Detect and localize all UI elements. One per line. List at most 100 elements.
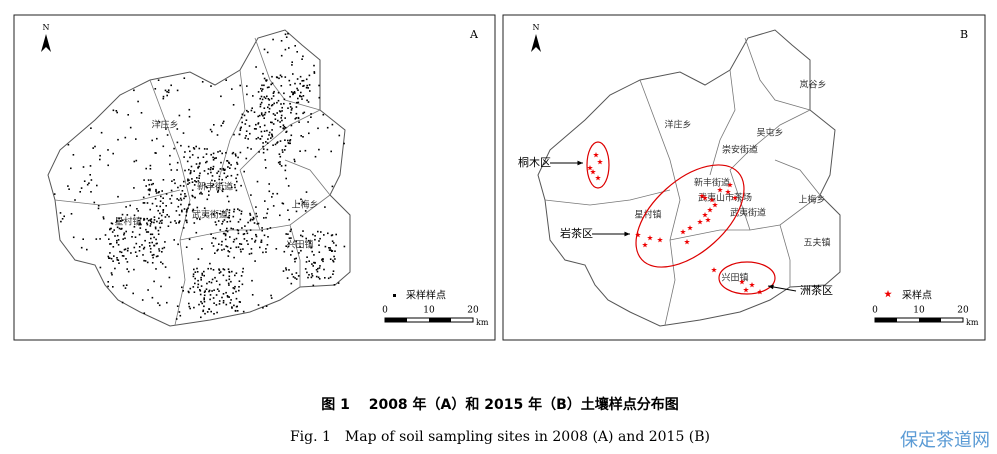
sample-dot — [270, 121, 272, 124]
sample-dot — [251, 107, 253, 109]
place-label: 星村镇 — [114, 216, 141, 228]
sample-dot — [228, 214, 231, 217]
sample-dot — [192, 273, 195, 275]
sample-dot — [226, 230, 229, 233]
sample-dot — [200, 191, 202, 194]
sample-dot — [158, 304, 161, 307]
sample-dot — [255, 123, 257, 126]
sample-dot — [301, 80, 303, 82]
sample-dot — [324, 277, 326, 279]
sample-dot — [144, 239, 146, 242]
sample-dot — [205, 288, 208, 290]
sample-dot — [112, 152, 114, 155]
sample-dot — [233, 208, 236, 211]
sample-dot — [225, 245, 227, 247]
sample-dot — [298, 252, 300, 254]
sample-dot — [165, 193, 168, 195]
sample-dot — [124, 237, 126, 240]
sample-dot — [213, 313, 215, 315]
sample-dot — [275, 248, 278, 250]
sample-dot — [260, 130, 263, 133]
sample-dot — [107, 281, 109, 283]
sample-dot — [276, 76, 279, 79]
sample-dot — [194, 180, 196, 182]
sample-dot — [274, 114, 276, 116]
sample-dot — [133, 246, 136, 249]
sample-dot — [261, 90, 263, 92]
sample-dot — [305, 191, 308, 193]
sample-dot — [117, 138, 119, 141]
sample-dot — [233, 256, 235, 259]
sample-dot — [148, 183, 151, 186]
sample-dot — [308, 84, 311, 86]
sample-dot — [145, 185, 147, 187]
sample-dot — [145, 231, 148, 233]
sample-dot — [225, 176, 227, 179]
sample-dot — [155, 255, 158, 258]
sample-dot — [285, 233, 287, 235]
sample-dot — [295, 278, 298, 280]
sample-dot — [217, 248, 219, 251]
sample-dot — [232, 287, 235, 289]
sample-dot — [295, 272, 298, 274]
sample-dot — [180, 199, 183, 201]
sample-dot — [281, 202, 284, 204]
sample-dot — [236, 310, 239, 312]
sample-dot — [197, 166, 199, 169]
sample-dot — [280, 54, 283, 57]
sample-dot — [203, 170, 206, 172]
annotation: 岩茶区 — [560, 226, 593, 240]
sample-dot — [192, 147, 195, 149]
boundary — [729, 109, 811, 171]
sample-dot — [143, 259, 145, 262]
sample-dot — [68, 188, 70, 190]
sample-dot — [157, 191, 160, 194]
sample-dot — [185, 219, 188, 222]
sample-dot — [192, 208, 195, 211]
sample-dot — [153, 219, 156, 221]
sample-dot — [144, 260, 147, 262]
sample-dot — [218, 300, 221, 302]
sample-dot — [273, 90, 275, 93]
sample-dot — [207, 267, 209, 270]
sample-dot — [60, 220, 62, 223]
sample-dot — [191, 178, 193, 180]
sample-dot — [97, 207, 100, 210]
sample-star — [707, 207, 713, 213]
sample-dot — [216, 172, 218, 174]
sample-dot — [110, 257, 113, 260]
sample-dot — [228, 209, 231, 211]
sample-dot — [147, 219, 150, 222]
sample-dot — [173, 239, 175, 241]
sample-dot — [175, 222, 177, 224]
sample-dot — [295, 210, 298, 213]
sample-dot — [188, 115, 191, 118]
sample-dot — [177, 186, 179, 189]
sample-dot — [310, 276, 313, 279]
sample-dot — [228, 251, 231, 253]
annotation: 桐木区 — [518, 155, 551, 169]
sample-dot — [211, 179, 213, 182]
sample-dot — [175, 210, 178, 212]
sample-dot — [179, 197, 182, 200]
sample-dot — [178, 214, 181, 216]
sample-dot — [264, 97, 267, 100]
sample-dot — [272, 192, 274, 195]
sample-dot — [250, 194, 252, 196]
sample-dot — [159, 220, 162, 222]
sample-dot — [250, 218, 252, 221]
sample-dot — [264, 111, 267, 114]
sample-dot — [189, 172, 192, 175]
sample-star — [712, 202, 718, 208]
sample-dot — [142, 202, 145, 204]
sample-dot — [166, 134, 169, 136]
sample-dot — [305, 261, 308, 263]
sample-dot — [185, 211, 188, 213]
sample-dot — [165, 128, 167, 130]
sample-dot — [259, 97, 261, 100]
sample-dot — [102, 217, 105, 220]
sample-star — [697, 219, 703, 225]
sample-dot — [198, 177, 200, 179]
sample-dot — [181, 209, 183, 212]
sample-dot — [284, 33, 287, 36]
